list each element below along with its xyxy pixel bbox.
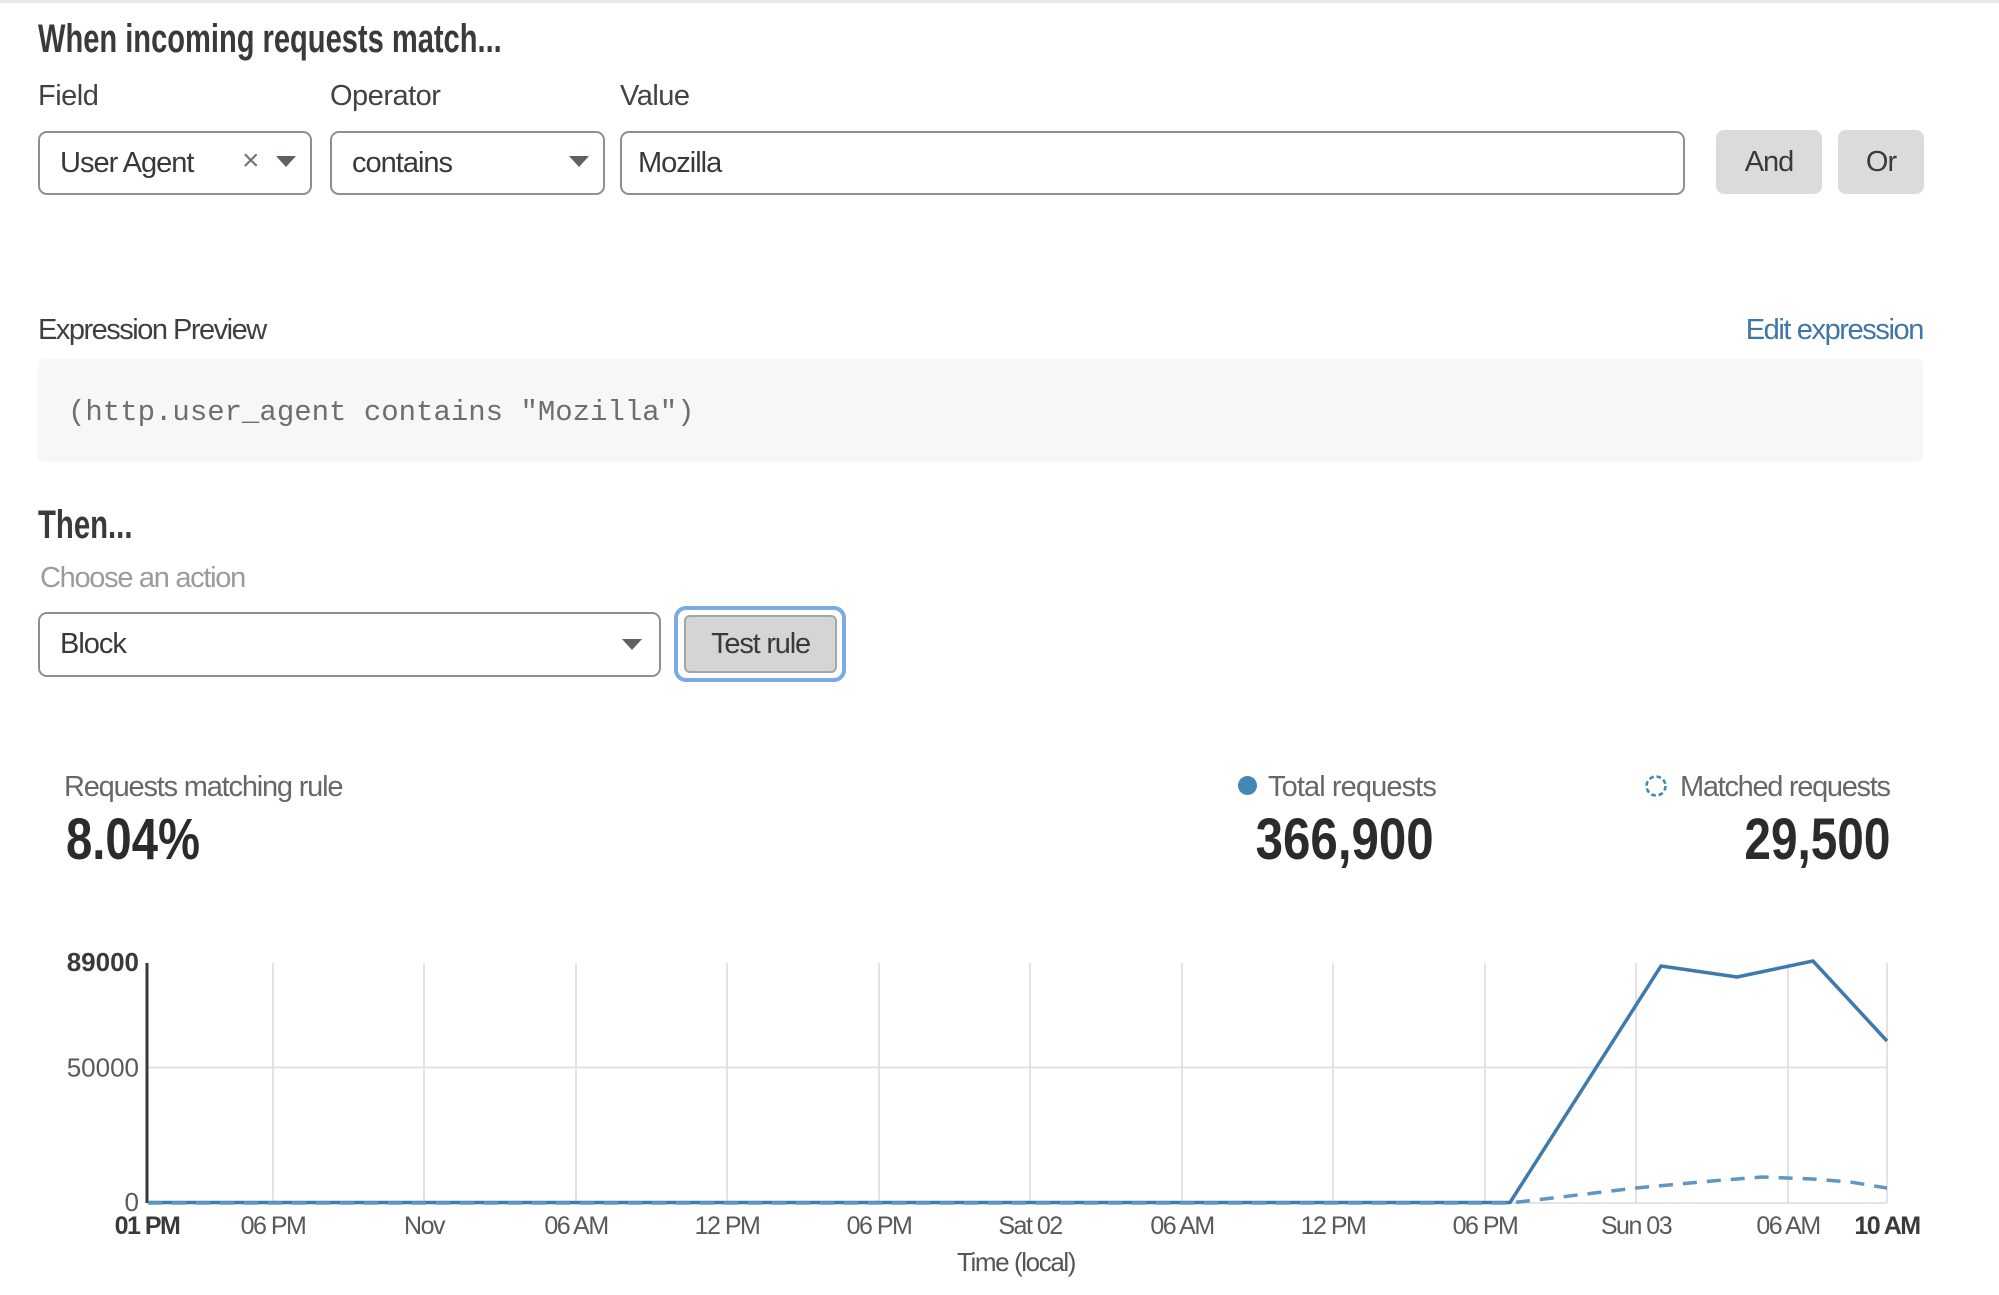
- svg-text:06 PM: 06 PM: [241, 1212, 306, 1240]
- svg-text:06 AM: 06 AM: [1756, 1212, 1819, 1240]
- svg-text:06 PM: 06 PM: [847, 1212, 912, 1240]
- svg-text:06 PM: 06 PM: [1453, 1212, 1518, 1240]
- svg-text:Sat 02: Sat 02: [998, 1212, 1062, 1240]
- svg-text:Time (local): Time (local): [957, 1247, 1076, 1277]
- svg-text:01 PM: 01 PM: [115, 1212, 180, 1240]
- svg-text:0: 0: [125, 1187, 139, 1217]
- svg-text:06 AM: 06 AM: [544, 1212, 607, 1240]
- svg-text:89000: 89000: [67, 947, 139, 977]
- svg-text:12 PM: 12 PM: [1301, 1212, 1366, 1240]
- svg-text:10 AM: 10 AM: [1854, 1212, 1920, 1240]
- svg-text:Nov: Nov: [404, 1212, 446, 1240]
- svg-text:Sun 03: Sun 03: [1601, 1212, 1672, 1240]
- svg-text:06 AM: 06 AM: [1150, 1212, 1213, 1240]
- svg-text:12 PM: 12 PM: [695, 1212, 760, 1240]
- svg-text:50000: 50000: [67, 1053, 139, 1083]
